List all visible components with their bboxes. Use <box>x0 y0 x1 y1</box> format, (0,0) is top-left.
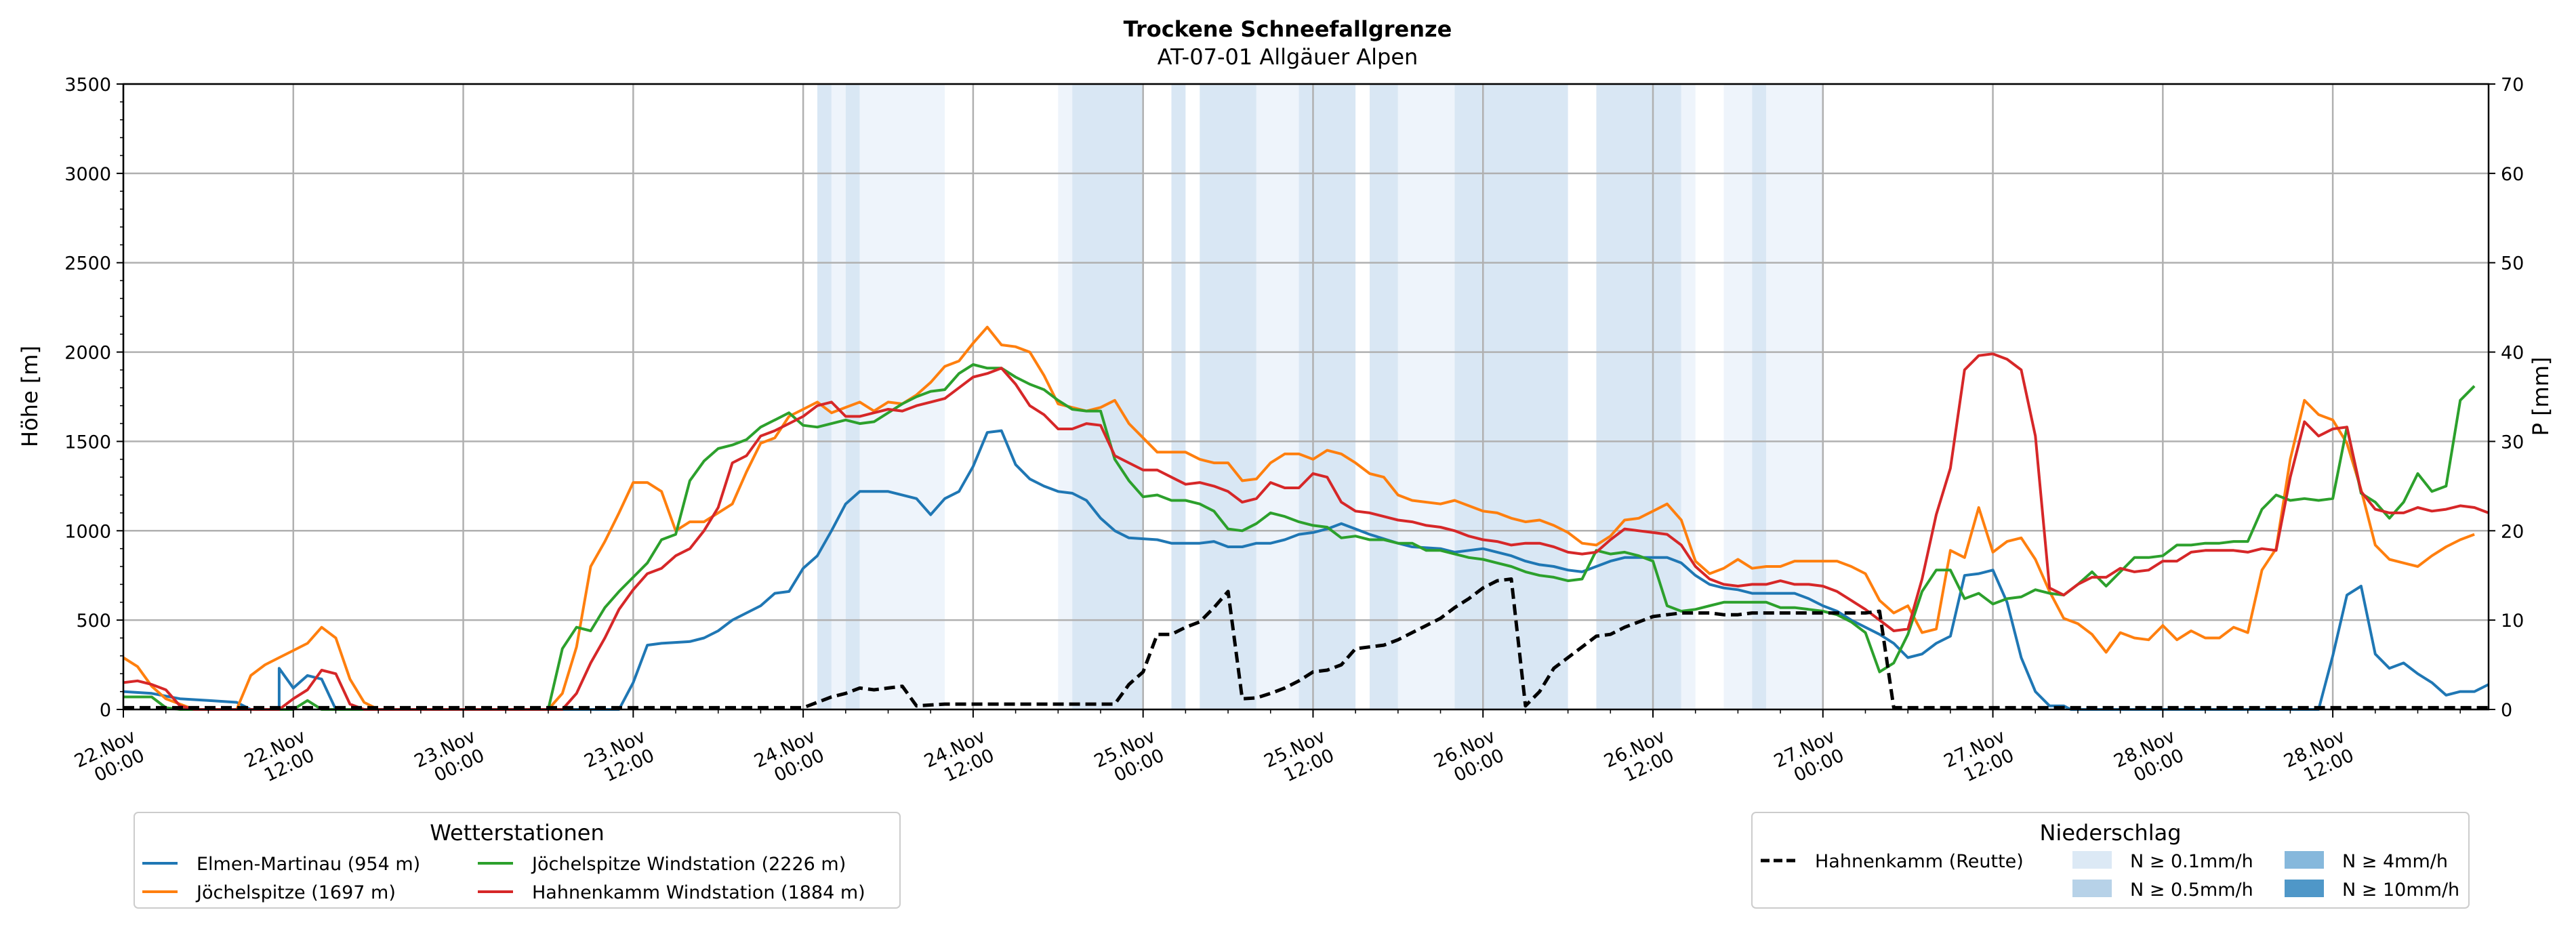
x-axis: 22.Nov00:00 22.Nov12:00 23.Nov00:00 23.Nov1… <box>71 709 2461 791</box>
x-tick-label: 23.Nov12:00 <box>581 726 658 791</box>
y-tick-label: 2500 <box>64 253 111 274</box>
legend-precip-title: Niederschlag <box>2039 820 2181 846</box>
precip-band <box>831 84 846 709</box>
series-line-0 <box>123 429 2489 711</box>
x-tick-label: 26.Nov12:00 <box>1601 726 1677 791</box>
legend-label: Hahnenkamm Windstation (1884 m) <box>532 882 865 903</box>
precip-band <box>1752 84 1767 709</box>
y-tick-label: 0 <box>100 700 111 721</box>
legend-swatch-level-3 <box>2285 851 2324 869</box>
y-right-tick-label: 70 <box>2501 75 2524 96</box>
series-line-4 <box>123 577 2489 709</box>
y-tick-label: 3500 <box>64 75 111 96</box>
y-axis-right: 0 10 20 30 40 50 60 70 <box>2489 75 2524 721</box>
x-tick-label: 23.Nov00:00 <box>411 726 488 791</box>
x-tick-label: 25.Nov12:00 <box>1261 726 1338 791</box>
y-tick-label: 3000 <box>64 164 111 185</box>
x-tick-label: 27.Nov12:00 <box>1941 726 2018 791</box>
legend-entry: N ≥ 0.1mm/h <box>2072 851 2253 872</box>
x-tick-label: 22.Nov00:00 <box>71 726 148 791</box>
legend-label: Hahnenkamm (Reutte) <box>1815 851 2024 872</box>
y-tick-label: 1500 <box>64 432 111 453</box>
legend-label: N ≥ 4mm/h <box>2342 851 2448 872</box>
precip-band <box>1256 84 1299 709</box>
legend-label: Jöchelspitze (1697 m) <box>195 882 396 903</box>
legend-entry: Hahnenkamm (Reutte) <box>1761 851 2024 872</box>
legend-label: N ≥ 0.5mm/h <box>2130 880 2253 901</box>
y-axis-label: Höhe [m] <box>17 346 43 447</box>
series-line-1 <box>122 325 2475 711</box>
precip-band <box>1370 84 1398 709</box>
legend-swatch-level-4 <box>2285 880 2324 897</box>
precip-band <box>1723 84 1753 709</box>
precip-band <box>1454 84 1568 709</box>
x-tick-label: 28.Nov00:00 <box>2111 726 2188 791</box>
y-right-tick-label: 10 <box>2501 611 2524 632</box>
series-lines <box>122 325 2489 711</box>
y-right-tick-label: 40 <box>2501 343 2524 364</box>
precip-band <box>859 84 945 709</box>
legend-entry: N ≥ 10mm/h <box>2285 880 2459 901</box>
x-tick-label: 28.Nov12:00 <box>2281 726 2357 791</box>
legend-entry: Hahnenkamm Windstation (1884 m) <box>478 882 865 903</box>
y-tick-label: 2000 <box>64 343 111 364</box>
y-axis-left: 0 500 1000 1500 2000 2500 3000 3500 <box>64 75 123 721</box>
precip-band <box>1397 84 1455 709</box>
legend-stations-title: Wetterstationen <box>430 820 604 846</box>
legend-stations: Wetterstationen Elmen-Martinau (954 m) J… <box>134 812 901 909</box>
chart-title: Trockene Schneefallgrenze <box>1124 16 1452 42</box>
x-tick-label: 26.Nov00:00 <box>1431 726 1507 791</box>
legend-stations-box <box>134 812 901 909</box>
x-tick-label: 27.Nov00:00 <box>1771 726 1847 791</box>
y-tick-label: 500 <box>76 611 111 632</box>
legend-entry: N ≥ 0.5mm/h <box>2072 880 2253 901</box>
legend-label: Jöchelspitze Windstation (2226 m) <box>531 854 846 875</box>
legend-entry: Jöchelspitze Windstation (2226 m) <box>478 854 846 875</box>
precip-band <box>1171 84 1186 709</box>
y-axis-label-right: P [mm] <box>2528 357 2554 436</box>
precip-band <box>1766 84 1823 709</box>
precip-band <box>1299 84 1356 709</box>
precip-band <box>1681 84 1696 709</box>
precip-band <box>1200 84 1256 709</box>
series-line-2 <box>123 363 2476 711</box>
legend-entry: Elmen-Martinau (954 m) <box>142 854 420 875</box>
y-right-tick-label: 20 <box>2501 521 2524 542</box>
y-right-tick-label: 50 <box>2501 253 2524 274</box>
precip-bands <box>817 84 1823 709</box>
legend-precip: Niederschlag Hahnenkamm (Reutte) N ≥ 0.1… <box>1751 812 2470 909</box>
precip-band <box>1072 84 1143 709</box>
x-tick-label: 25.Nov00:00 <box>1091 726 1168 791</box>
legend-swatch-level-1 <box>2072 851 2112 869</box>
precip-band <box>1058 84 1073 709</box>
x-tick-label: 24.Nov12:00 <box>921 726 998 791</box>
legend-label: Elmen-Martinau (954 m) <box>197 854 420 875</box>
precip-band <box>817 84 832 709</box>
legend-label: N ≥ 10mm/h <box>2342 880 2459 901</box>
y-tick-label: 1000 <box>64 521 111 542</box>
chart-subtitle: AT-07-01 Allgäuer Alpen <box>1158 44 1418 70</box>
legend-swatch-level-2 <box>2072 880 2112 897</box>
legend-label: N ≥ 0.1mm/h <box>2130 851 2253 872</box>
y-right-tick-label: 60 <box>2501 164 2524 185</box>
legend-entry: N ≥ 4mm/h <box>2285 851 2448 872</box>
x-tick-label: 24.Nov00:00 <box>751 726 827 791</box>
series-line-3 <box>123 352 2489 711</box>
x-tick-label: 22.Nov12:00 <box>241 726 318 791</box>
y-right-tick-label: 30 <box>2501 432 2524 453</box>
legend-entry: Jöchelspitze (1697 m) <box>142 882 396 903</box>
y-right-tick-label: 0 <box>2501 700 2512 721</box>
precip-band <box>845 84 860 709</box>
plot-frame <box>122 83 2490 711</box>
